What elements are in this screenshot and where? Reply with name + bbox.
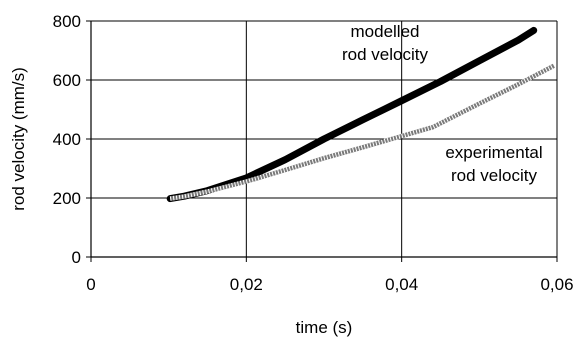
y-tick-label: 800 xyxy=(53,12,81,31)
series-line-experimental xyxy=(169,63,555,201)
x-tick-label: 0,04 xyxy=(385,275,418,294)
series-annotation-line: experimental xyxy=(445,143,542,162)
y-tick-label: 600 xyxy=(53,71,81,90)
x-tick-label: 0,02 xyxy=(230,275,263,294)
y-axis-title: rod velocity (mm/s) xyxy=(9,67,28,211)
y-tick-label: 0 xyxy=(72,248,81,267)
series-annotation-line: rod velocity xyxy=(451,166,537,185)
y-tick-label: 400 xyxy=(53,130,81,149)
series-annotation-line: modelled xyxy=(351,22,420,41)
label-layer: modelled rod velocity experimental rod velo… xyxy=(342,22,543,185)
x-tick-label: 0 xyxy=(86,275,95,294)
y-tick-label: 200 xyxy=(53,189,81,208)
x-axis-title: time (s) xyxy=(296,318,353,337)
x-tick-label: 0,06 xyxy=(540,275,573,294)
axis-layer: 0 200 400 600 800 0 0,02 0,04 0,06 time (s) rod ve… xyxy=(9,12,574,337)
grid-layer xyxy=(91,20,558,257)
series-annotation-line: rod velocity xyxy=(342,45,428,64)
series-layer xyxy=(166,26,555,203)
